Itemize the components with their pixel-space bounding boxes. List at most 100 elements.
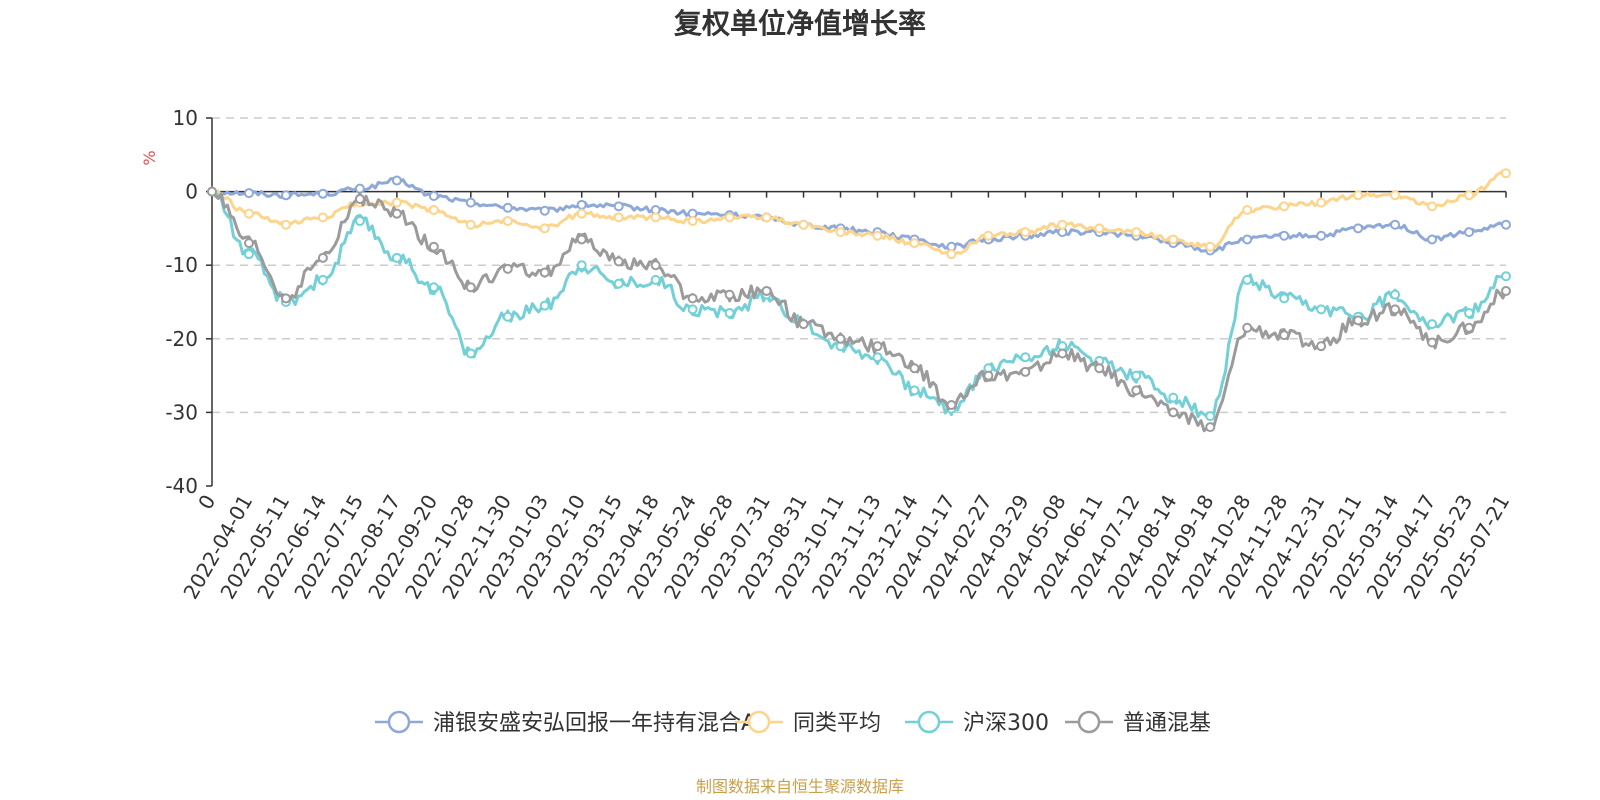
series-point [1501,271,1511,282]
y-tick-label: -30 [165,400,198,424]
y-tick-label: -10 [165,253,198,277]
series-point [1020,366,1031,377]
y-axis-unit-label: % [140,150,159,165]
series-point [687,216,698,227]
series-point [280,190,291,201]
series-point [1205,422,1216,433]
series-point [1464,308,1475,319]
series-point [798,319,809,330]
series-point [946,400,957,411]
legend-item[interactable]: 普通混基 [1065,710,1211,736]
series-point [539,267,550,278]
series-point [1131,227,1142,238]
series-point [1279,230,1290,241]
series-point [983,230,994,241]
series-point [613,256,624,267]
series-point [428,205,439,215]
series-point [1427,319,1438,330]
legend[interactable]: 浦银安盛安弘回报一年持有混合A 同类平均 沪深300 普通混基 [375,710,1211,736]
series-2 [207,168,1511,260]
series-point [1501,219,1511,230]
series-point [1057,348,1068,359]
series-point [502,311,513,322]
legend-swatch-marker [917,710,941,734]
series-point [1279,293,1290,304]
series-point [1464,190,1475,201]
series-point [428,191,439,202]
series-point [650,260,661,271]
series-point [1094,363,1105,374]
series-point [539,205,550,216]
series-point [1094,223,1105,234]
series-point [1131,385,1142,396]
series-point [1390,190,1401,201]
legend-item[interactable]: 浦银安盛安弘回报一年持有混合A [375,710,756,736]
series-point [317,252,328,263]
series-point [687,304,698,315]
series-point [1131,370,1142,381]
series-point [1279,201,1290,212]
series-point [391,208,402,219]
series-point [428,282,439,293]
legend-item[interactable]: 沪深300 [905,710,1049,736]
series-point [502,202,513,213]
series-point [761,285,772,296]
series-point [798,219,809,230]
series-point [465,348,476,359]
series-point [428,241,439,252]
y-tick-label: -40 [165,474,198,498]
series-point [724,212,735,223]
series-point [502,216,513,227]
legend-label: 浦银安盛安弘回报一年持有混合A [433,711,756,736]
series-point [1168,407,1179,418]
series-point [576,199,587,210]
grid-layer [212,117,1506,414]
series-point [243,208,254,219]
series-point [465,197,476,208]
series-point [1316,230,1327,241]
series-point [243,188,254,199]
series-point [1464,322,1475,333]
series-point [1464,227,1475,238]
series-point [1427,337,1438,348]
series-point [502,263,513,274]
series-point [317,212,328,223]
series-point [1390,219,1401,230]
axis-layer: 100-10-20-30-4002022-04-012022-05-112022… [165,106,1514,603]
series-3 [207,186,1511,422]
series-point [1427,234,1438,245]
series-point [1427,201,1438,212]
series-point [761,212,772,223]
y-tick-label: 0 [185,180,198,204]
series-point [1501,285,1511,296]
legend-item[interactable]: 同类平均 [735,710,881,736]
series-point [946,249,957,260]
x-tick-label: 0 [193,491,220,514]
series-line [211,169,1507,257]
series-line [211,176,1507,254]
series-point [687,293,698,304]
y-tick-label: 10 [173,106,198,130]
series-point [1353,190,1364,201]
series-point [1353,223,1364,234]
series-point [465,219,476,230]
series-point [1390,289,1401,300]
series-point [724,308,735,319]
series-point [391,197,402,208]
series-point [1168,234,1179,245]
series-point [1242,205,1253,215]
series-point [317,274,328,285]
series-point [1242,274,1253,285]
series-point [909,363,920,374]
series-point [243,249,254,260]
series-layer [207,168,1511,433]
series-point [983,370,994,381]
series-point [1390,304,1401,315]
chart-title: 复权单位净值增长率 [674,7,926,40]
series-point [872,352,883,363]
series-point [1316,341,1327,352]
series-point [1242,322,1253,333]
series-point [872,341,883,352]
series-point [613,212,624,223]
